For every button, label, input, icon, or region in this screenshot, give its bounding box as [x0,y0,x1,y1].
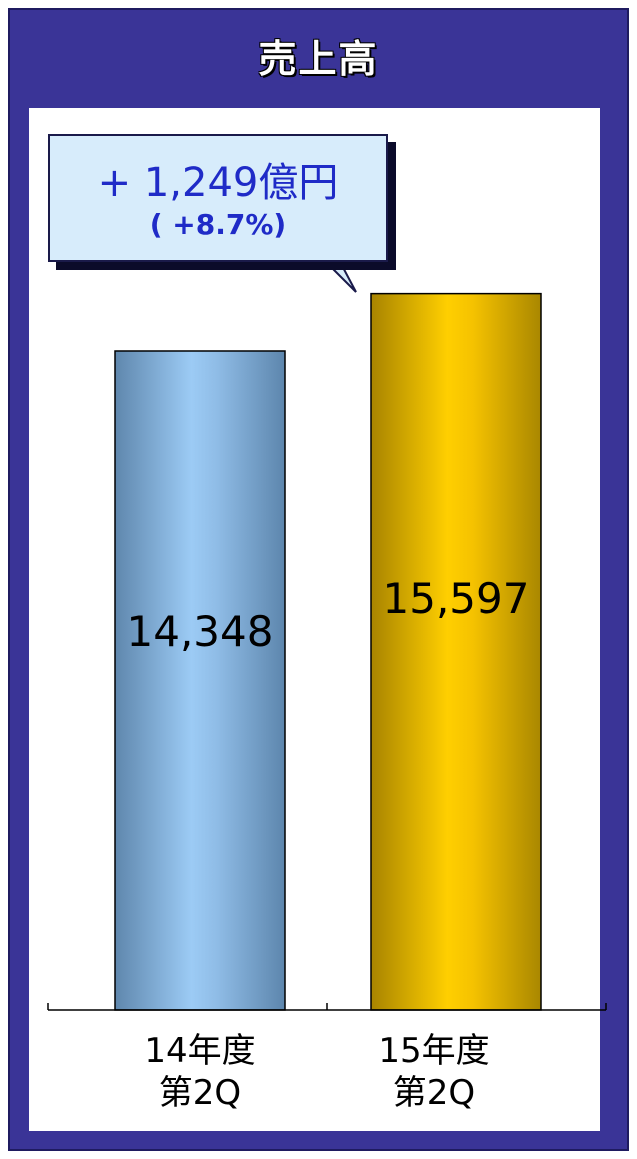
chart-title: 売上高 [258,37,379,81]
x-tick-label-1: 14年度 第2Q [144,1031,256,1113]
change-callout: + 1,249億円 ( +8.7%) [48,134,388,262]
bar-value-label-2: 15,597 [383,574,530,623]
x-tick-label-2: 15年度 第2Q [378,1031,490,1113]
change-amount: + 1,249億円 [97,160,339,206]
bar-1 [114,350,286,1011]
bar-value-label-1: 14,348 [127,607,274,656]
bar-2 [370,292,542,1011]
change-percent: ( +8.7%) [149,208,287,241]
